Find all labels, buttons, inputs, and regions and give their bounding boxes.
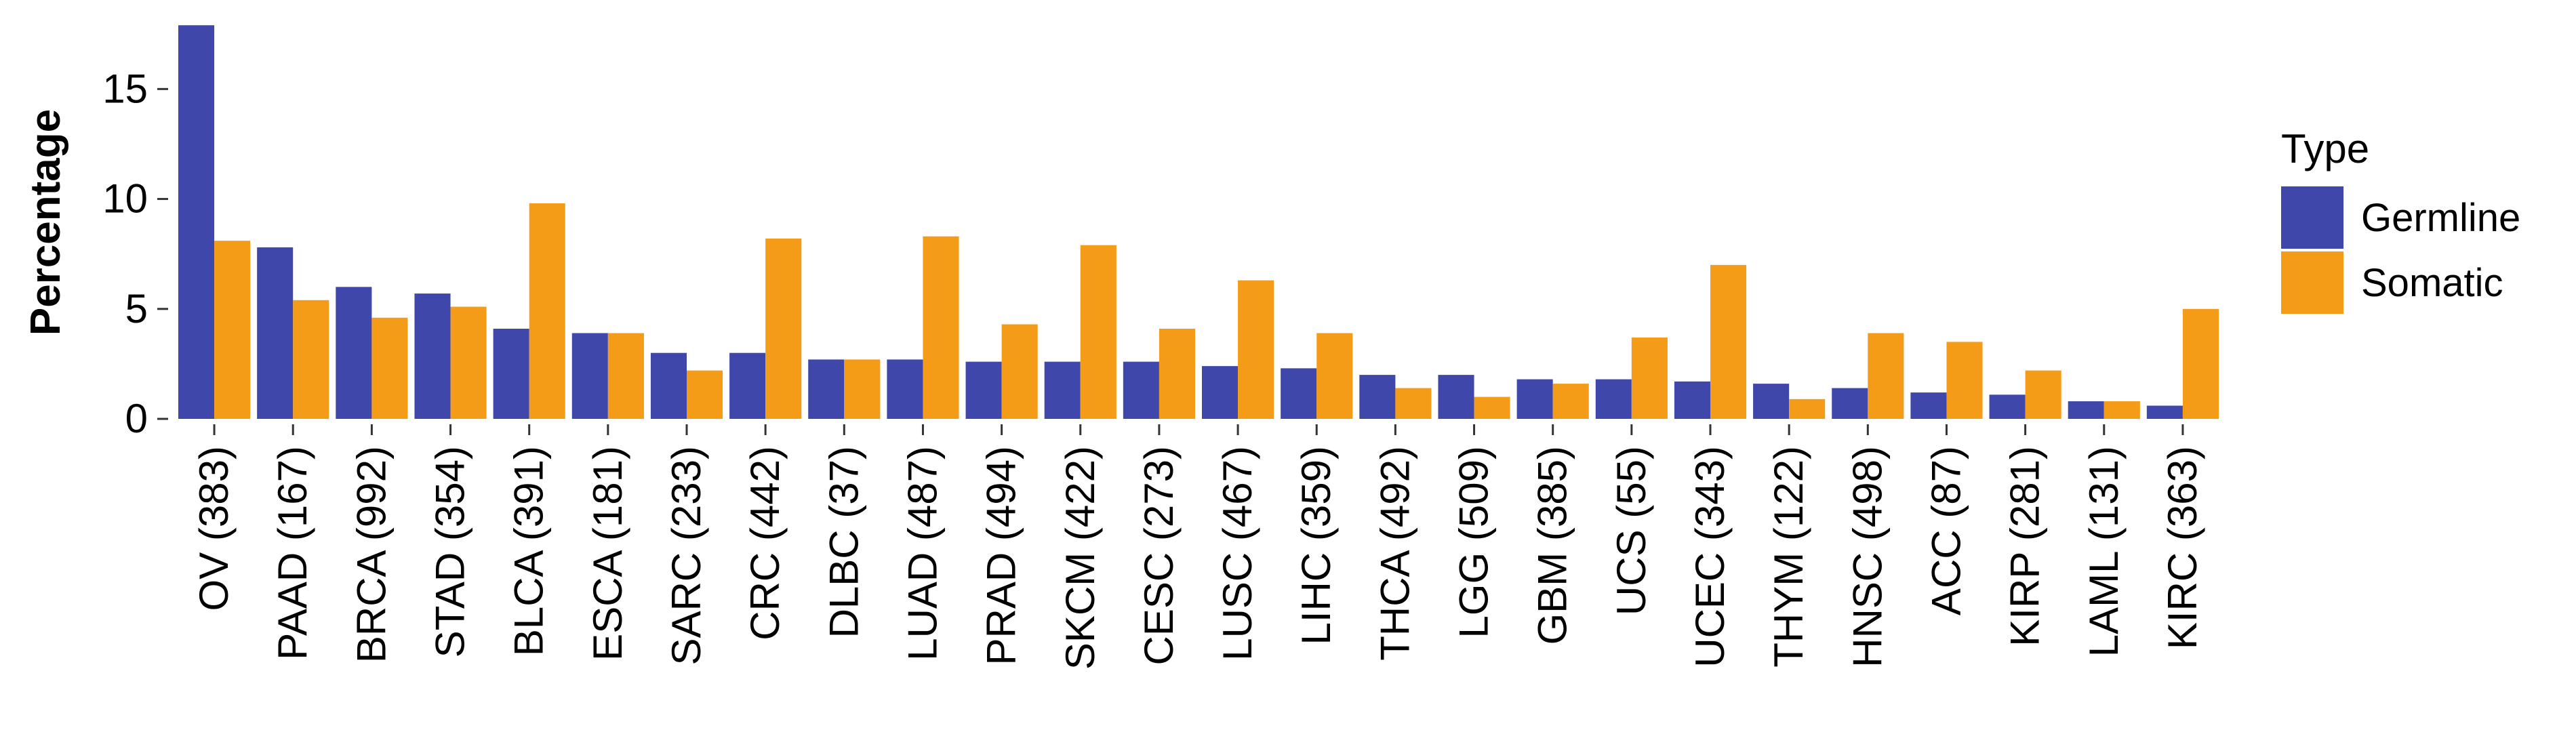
y-tick-label: 10 — [102, 176, 148, 222]
x-tick-label: CRC (442) — [742, 446, 788, 640]
x-tick-label: BLCA (391) — [506, 446, 552, 656]
bar-germline — [1753, 384, 1790, 419]
x-axis: OV (383) PAAD (167) BRCA (992) STAD (354) BL… — [191, 424, 2205, 670]
bar-germline — [1202, 366, 1239, 419]
bar-germline — [178, 25, 215, 419]
bar-somatic — [2182, 308, 2219, 419]
bar-somatic — [214, 241, 251, 419]
bar-somatic — [529, 203, 565, 419]
bar-somatic — [2025, 370, 2061, 419]
bar-somatic — [1946, 342, 1983, 419]
x-tick-label: LUSC (467) — [1215, 446, 1260, 661]
bar-somatic — [687, 370, 723, 419]
x-tick-label: CESC (273) — [1136, 446, 1182, 665]
bar-somatic — [1552, 384, 1589, 419]
x-tick-label: ESCA (181) — [585, 446, 630, 661]
bar-somatic — [765, 238, 802, 419]
bars-group — [178, 25, 2219, 419]
bar-somatic — [450, 306, 487, 419]
x-tick-label: UCEC (343) — [1687, 446, 1733, 668]
bar-germline — [1359, 375, 1396, 419]
bar-germline — [1281, 368, 1317, 419]
legend-label-germline: Germline — [2361, 196, 2520, 240]
x-tick-label: UCS (55) — [1609, 446, 1654, 615]
bar-somatic — [1316, 333, 1353, 419]
y-axis-title: Percentage — [22, 109, 69, 336]
bar-somatic — [1710, 264, 1747, 419]
legend-label-somatic: Somatic — [2361, 261, 2503, 305]
bar-germline — [729, 352, 766, 419]
bar-germline — [1595, 379, 1632, 419]
bar-germline — [1989, 394, 2026, 419]
x-tick-label: SKCM (422) — [1058, 446, 1103, 670]
bar-germline — [1910, 392, 1947, 419]
bar-germline — [571, 333, 608, 419]
legend-swatch-germline — [2281, 186, 2343, 249]
bar-somatic — [2104, 401, 2140, 419]
bar-somatic — [1080, 245, 1116, 419]
bar-germline — [2068, 401, 2104, 419]
x-tick-label: PRAD (494) — [979, 446, 1024, 665]
bar-somatic — [1159, 328, 1195, 419]
y-axis: 0 5 10 15 — [102, 66, 168, 441]
x-tick-label: LIHC (359) — [1293, 446, 1339, 645]
y-tick-label: 5 — [125, 286, 148, 331]
bar-somatic — [1238, 280, 1274, 419]
x-tick-label: DLBC (37) — [821, 446, 866, 638]
y-tick-label: 0 — [125, 396, 148, 441]
y-tick-label: 15 — [102, 66, 148, 111]
bar-germline — [1674, 381, 1710, 419]
bar-somatic — [1395, 388, 1432, 419]
bar-germline — [336, 287, 372, 419]
x-tick-label: STAD (354) — [428, 446, 473, 657]
x-tick-label: PAAD (167) — [270, 446, 315, 660]
bar-somatic — [1789, 399, 1826, 419]
bar-germline — [650, 352, 687, 419]
bar-germline — [414, 293, 451, 419]
x-tick-label: OV (383) — [191, 446, 237, 611]
bar-germline — [887, 359, 923, 419]
bar-germline — [1832, 388, 1868, 419]
x-tick-label: GBM (385) — [1530, 446, 1575, 645]
x-tick-label: SARC (233) — [664, 446, 709, 665]
bar-somatic — [844, 359, 881, 419]
bar-somatic — [607, 333, 644, 419]
bar-germline — [2146, 405, 2183, 419]
legend-title: Type — [2281, 126, 2369, 171]
bar-germline — [808, 359, 845, 419]
legend: Type Germline Somatic — [2281, 126, 2520, 314]
bar-germline — [1438, 375, 1474, 419]
x-tick-label: ACC (87) — [1923, 446, 1969, 615]
bar-somatic — [293, 300, 329, 419]
bar-somatic — [923, 236, 959, 419]
bar-germline — [1044, 361, 1081, 419]
bar-germline — [1123, 361, 1159, 419]
x-tick-label: LGG (509) — [1451, 446, 1497, 638]
x-tick-label: LUAD (487) — [900, 446, 945, 661]
x-tick-label: KIRP (281) — [2003, 446, 2048, 647]
x-tick-label: LAML (131) — [2081, 446, 2127, 657]
bar-somatic — [371, 317, 408, 419]
x-tick-label: KIRC (363) — [2160, 446, 2205, 649]
x-tick-label: BRCA (992) — [348, 446, 394, 663]
legend-swatch-somatic — [2281, 251, 2343, 314]
bar-somatic — [1631, 337, 1668, 419]
bar-germline — [493, 328, 529, 419]
bar-germline — [1516, 379, 1553, 419]
bar-germline — [965, 361, 1002, 419]
x-tick-label: THYM (122) — [1766, 446, 1811, 668]
bar-somatic — [1868, 333, 1904, 419]
x-tick-label: HNSC (498) — [1845, 446, 1890, 668]
bar-somatic — [1001, 324, 1038, 419]
bar-germline — [257, 247, 294, 419]
x-tick-label: THCA (492) — [1372, 446, 1417, 661]
bar-somatic — [1474, 396, 1510, 419]
